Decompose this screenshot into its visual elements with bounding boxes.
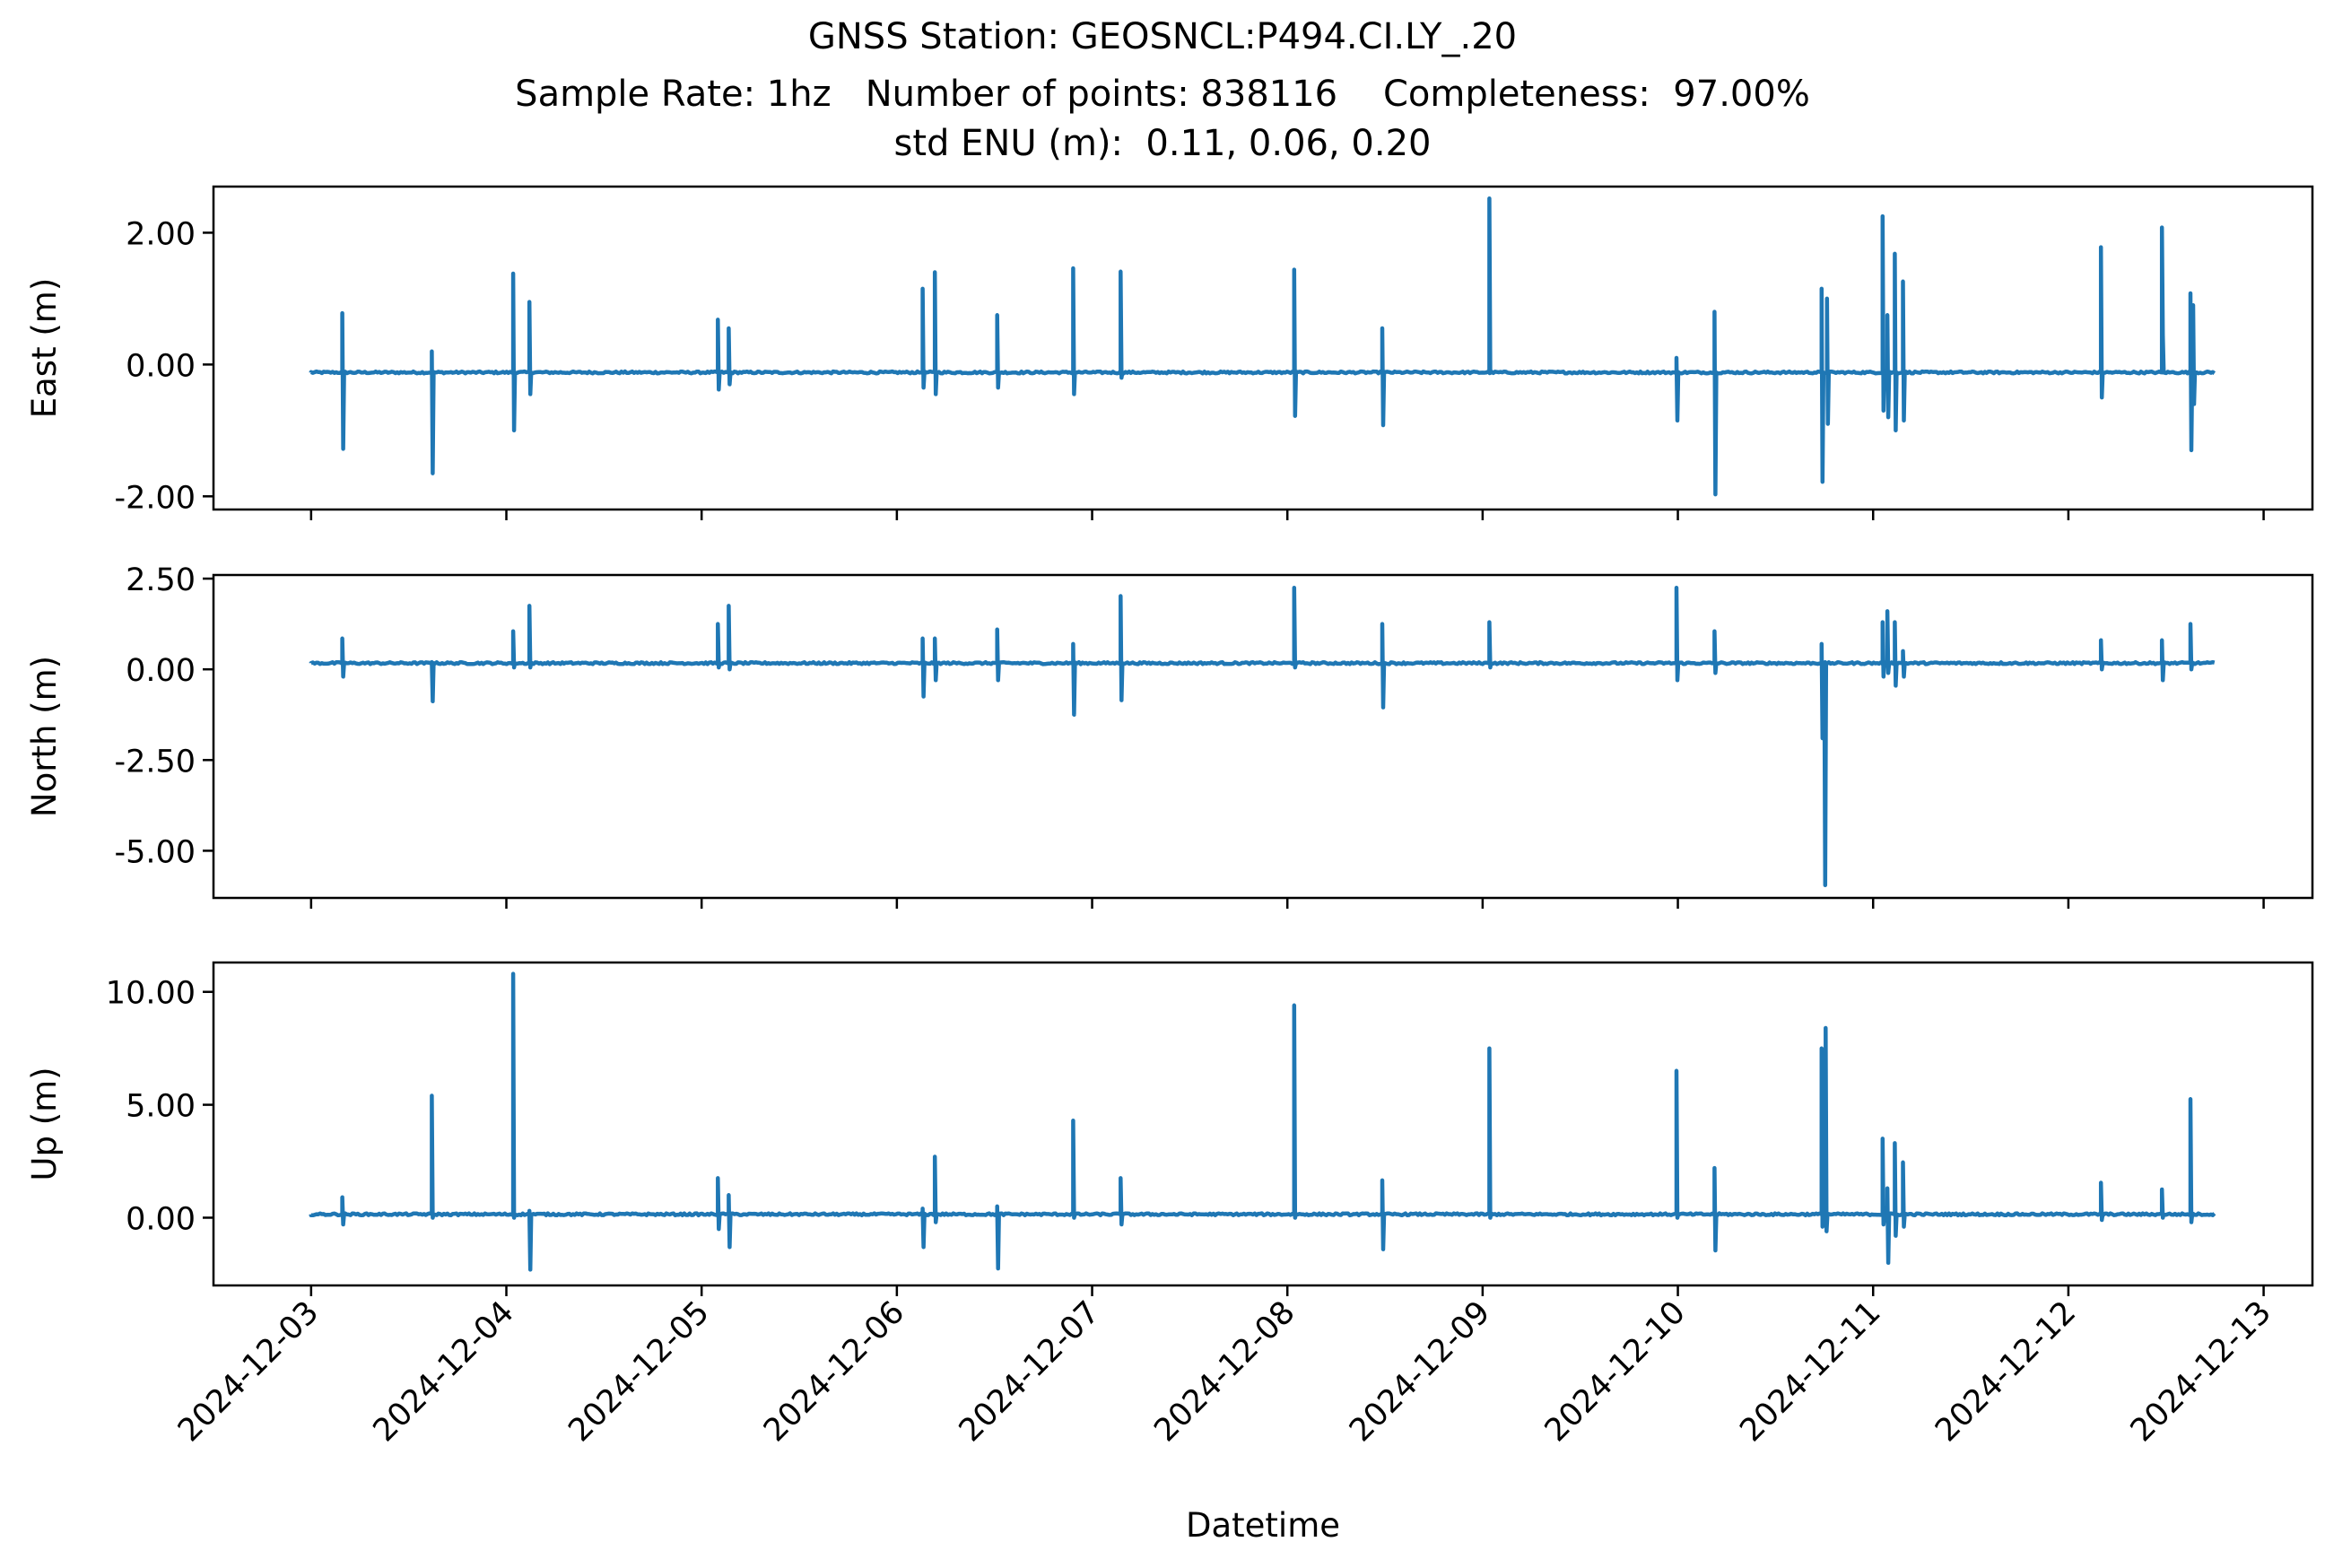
- xtick-label: 2024-12-05: [562, 1294, 716, 1449]
- east-ytick-label: 2.00: [126, 216, 196, 252]
- north-ytick-label: 0.00: [126, 653, 196, 689]
- xtick-label: 2024-12-10: [1538, 1294, 1693, 1449]
- east-y-axis-label: East (m): [25, 278, 64, 419]
- north-ytick-label: -5.00: [114, 834, 196, 870]
- xtick-label: 2024-12-12: [1929, 1294, 2083, 1449]
- panel-up: 10.00 5.00 0.00 Up (m): [25, 961, 2314, 1296]
- xtick-label: 2024-12-09: [1343, 1294, 1497, 1449]
- north-ytick-label: 2.50: [126, 562, 196, 598]
- up-series-line: [309, 971, 2216, 1272]
- north-axes-frame: [212, 573, 2314, 900]
- up-y-axis-label: Up (m): [25, 1067, 64, 1180]
- up-axes-frame: [212, 961, 2314, 1287]
- xtick-label: 2024-12-11: [1733, 1294, 1887, 1449]
- xtick-label: 2024-12-07: [953, 1294, 1107, 1449]
- chart-title-line-3: std ENU (m): 0.11, 0.06, 0.20: [893, 123, 1432, 164]
- panel-east: 2.00 0.00 -2.00 East (m): [25, 185, 2314, 520]
- east-ytick-label: 0.00: [126, 348, 196, 384]
- east-ytick-label: -2.00: [114, 480, 196, 516]
- up-ytick-label: 5.00: [126, 1089, 196, 1125]
- up-ytick-label: 10.00: [106, 976, 196, 1012]
- xtick-label: 2024-12-06: [757, 1294, 911, 1449]
- up-ytick-label: 0.00: [126, 1201, 196, 1237]
- east-series-line: [309, 196, 2216, 497]
- panel-north: 2.50 0.00 -2.50 -5.00 North (m): [25, 562, 2314, 909]
- x-axis-label: Datetime: [1186, 1506, 1340, 1545]
- north-ytick-label: -2.50: [114, 744, 196, 780]
- north-series-line: [309, 585, 2216, 888]
- chart-title-line-2: Sample Rate: 1hz Number of points: 83811…: [515, 74, 1810, 115]
- east-axes-frame: [212, 185, 2314, 511]
- chart-title-line-1: GNSS Station: GEOSNCL:P494.CI.LY_.20: [807, 16, 1518, 57]
- xtick-label: 2024-12-04: [367, 1294, 521, 1449]
- north-y-axis-label: North (m): [25, 656, 64, 817]
- xtick-label: 2024-12-08: [1147, 1294, 1302, 1449]
- xtick-label: 2024-12-13: [2124, 1294, 2278, 1449]
- xtick-label: 2024-12-03: [171, 1294, 326, 1449]
